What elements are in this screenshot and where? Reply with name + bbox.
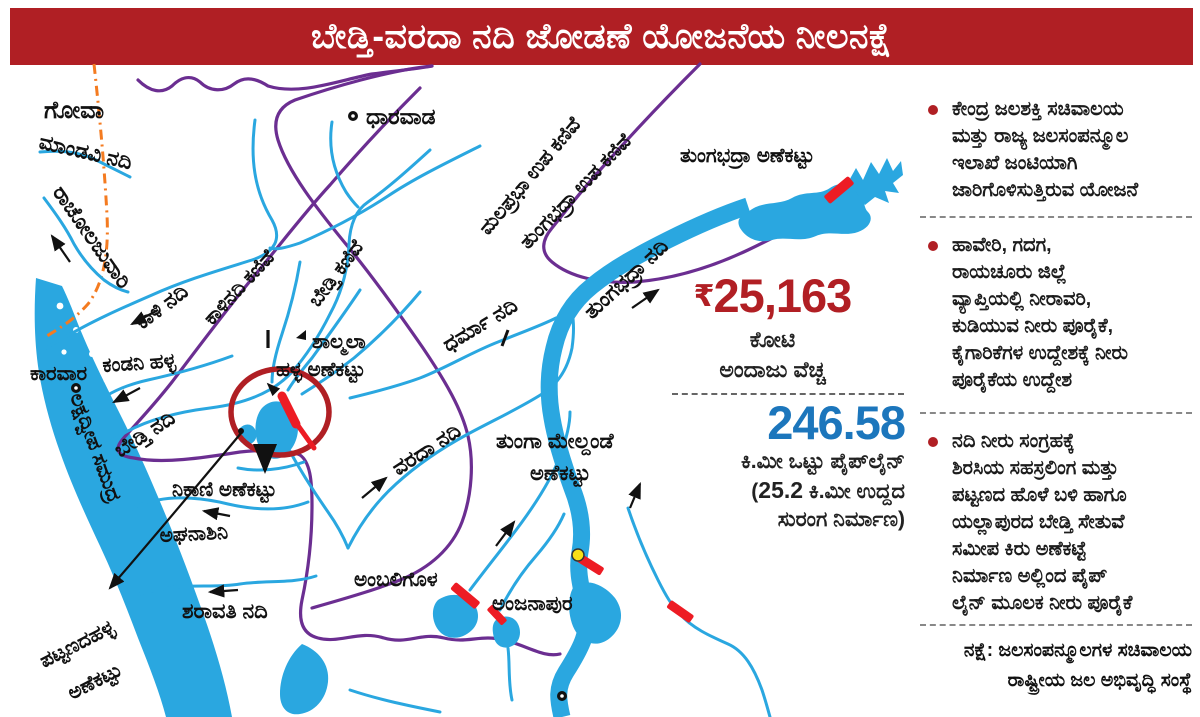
label-shalmala-2: ಹಳ್ಳ ಅಣೆಕಟ್ಟು: [276, 359, 365, 384]
estuary-blob: [280, 644, 329, 715]
bullet-item-2: ಹಾವೇರಿ, ಗದಗ, ರಾಯಚೂರು ಜಿಲ್ಲೆ ವ್ಯಾಪ್ತಿಯಲ್ಲ…: [922, 232, 1128, 394]
pipeline-line1: ಕಿ.ಮೀ ಒಟ್ಟು ಪೈಪ್‌ಲೈನ್: [740, 450, 905, 473]
bullet-dot: [928, 241, 938, 251]
label-dharma: ಧರ್ಮಾ ನದಿ: [439, 294, 522, 357]
highlight-circle: [228, 366, 332, 458]
shalmala-pointer: [296, 330, 306, 340]
bullet-dot: [928, 105, 938, 115]
rupee-symbol: ₹: [693, 280, 715, 313]
label-dharwad: ಧಾರವಾಡ: [366, 104, 436, 129]
bottom-stream: [348, 688, 442, 714]
shalmala-stream-2: [286, 288, 362, 392]
cost-unit: ಕೋಟಿ: [749, 327, 796, 352]
label-mandovi: ಮಾಂಡವಿ ನದಿ: [37, 130, 135, 174]
bedti-river-path: [84, 148, 432, 458]
tick-mark-2: [500, 329, 510, 347]
varada-river-path: [346, 310, 575, 550]
tunga-band-bulge: [569, 582, 622, 644]
dharma-river-path: [348, 316, 558, 400]
bedti-dharwad-branch: [329, 120, 360, 209]
bullet-3-text: ನದಿ ನೀರು ಸಂಗ್ರಹಕ್ಕೆ ಶಿರಸಿಯ ಸಹಸ್ರಲಿಂಗ ಮತ್…: [952, 430, 1133, 614]
ambaligola-dam-marker: [450, 582, 480, 609]
anjanapura-stream: [498, 512, 566, 612]
label-tunga-meldande-2: ಅಣೆಕಟ್ಟು: [530, 462, 590, 488]
pipeline-line3: ಸುರಂಗ ನಿರ್ಮಾಣ): [777, 508, 905, 531]
label-anjanapura: ಅಂಜನಾಪುರ: [492, 593, 573, 615]
bullet-2-text: ಹಾವೇರಿ, ಗದಗ, ರಾಯಚೂರು ಜಿಲ್ಲೆ ವ್ಯಾಪ್ತಿಯಲ್ಲ…: [952, 234, 1128, 391]
bullet-1-text: ಕೇಂದ್ರ ಜಲಶಕ್ತಿ ಸಚಿವಾಲಯ ಮತ್ತು ರಾಜ್ಯ ಜಲಸಂಪ…: [952, 98, 1139, 201]
ambaligola-stream: [468, 410, 572, 592]
panel-divider-1: [920, 216, 1192, 218]
pipeline-value: 246.58: [767, 396, 906, 449]
label-goa: ಗೋವಾ: [44, 97, 104, 124]
pipeline-line2: (25.2 ಕಿ.ಮೀ ಉದ್ದದ: [751, 477, 905, 503]
anjanapura-reservoir: [492, 616, 520, 648]
credit-line-1: ನಕ್ಷೆ: ಜಲಸಂಪನ್ಮೂಲಗಳ ಸಚಿವಾಲಯ: [963, 640, 1192, 661]
lakshadweep-sea-fill: [34, 278, 232, 717]
pipeline-stat: 246.58 ಕಿ.ಮೀ ಒಟ್ಟು ಪೈಪ್‌ಲೈನ್ (25.2 ಕಿ.ಮೀ…: [645, 396, 906, 534]
label-tungabhadra-upa: ತುಂಗಭದ್ರಾ ಉಪ ಕಣಿವೆ: [516, 129, 639, 255]
label-tb-anekattu: ತುಂಗಭದ್ರಾ ಅಣೆಕಟ್ಟು: [680, 145, 814, 170]
label-nikani: ನಿಕಾಣಿ ಅಣೆಕಟ್ಟು: [172, 479, 277, 504]
yellow-town-dot: [571, 548, 585, 562]
tungabhadra-reservoir-head: [846, 158, 903, 205]
se-dam-marker: [667, 600, 694, 623]
ambaligola-reservoir: [432, 594, 478, 638]
aghanashini-branch: [236, 460, 306, 472]
proposed-dam-tail: [291, 417, 317, 451]
aghanashini-river-path: [128, 496, 310, 512]
cost-value: ₹25,163: [693, 269, 853, 322]
credit-line-2: ರಾಷ್ಟ್ರೀಯ ಜಲ ಅಭಿವೃದ್ಧಿ ಸಂಸ್ಥೆ: [1007, 670, 1192, 691]
cost-caption: ಅಂದಾಜು ವೆಚ್ಚ: [719, 357, 826, 382]
mandovi-river-path: [38, 149, 132, 179]
label-tunga-meldande-1: ತುಂಗಾ ಮೇಲ್ದಂಡೆ: [496, 430, 615, 456]
circle-outlet-stream: [286, 446, 350, 550]
label-sharavati: ಶರಾವತಿ ನದಿ: [182, 600, 268, 623]
river-map: ಗೋವಾ ಮಾಂಡವಿ ನದಿ ರಾಚೋಲಜುವಾರಿ ಧಾರವಾಡ ಕಾಳಿ …: [30, 62, 903, 717]
kali-branch-path: [268, 144, 482, 251]
page-title: ಬೇಡ್ತಿ-ವರದಾ ನದಿ ಜೋಡಣೆ ಯೋಜನೆಯ ನೀಲನಕ್ಷೆ: [10, 8, 1193, 65]
label-kalinadi-kanive: ಕಾಳಿನದಿ ಕಣಿವೆ: [200, 245, 281, 329]
tunga-dam-marker: [576, 554, 604, 576]
label-aghanashini: ಅಘನಾಶಿನಿ: [159, 521, 229, 547]
se-river-path: [626, 506, 772, 717]
label-pattana-2: ಅಣೆಕಟ್ಟು: [64, 659, 127, 707]
bullet-item-1: ಕೇಂದ್ರ ಜಲಶಕ್ತಿ ಸಚಿವಾಲಯ ಮತ್ತು ರಾಜ್ಯ ಜಲಸಂಪ…: [922, 96, 1138, 204]
stats-divider: [672, 393, 904, 395]
bullet-item-3: ನದಿ ನೀರು ಸಂಗ್ರಹಕ್ಕೆ ಶಿರಸಿಯ ಸಹಸ್ರಲಿಂಗ ಮತ್…: [922, 428, 1132, 617]
tungabhadra-reservoir: [738, 183, 871, 242]
kali-river-path: [44, 118, 278, 350]
bullet-dot: [928, 437, 938, 447]
label-kali-nadi: ಕಾಳಿ ನದಿ: [131, 280, 193, 334]
small-junction-dot: [238, 428, 244, 434]
panel-divider-3: [920, 624, 1192, 626]
anjanapura-dam-marker: [487, 605, 507, 625]
panel-divider-2: [920, 412, 1192, 414]
tungabhadra-dam-marker: [824, 176, 854, 204]
goa-border-line: [46, 63, 109, 338]
label-karwar: ಕಾರವಾರ: [30, 363, 88, 385]
label-rachol: ರಾಚೋಲಜುವಾರಿ: [48, 182, 135, 293]
label-varada: ವರದಾ ನದಿ: [388, 419, 465, 480]
river-lines: [38, 118, 772, 717]
dam-markers: [450, 176, 854, 625]
anjanapura-outflow: [506, 646, 514, 702]
label-shalmala-1: ಶಾಲ್ಮಲಾ: [312, 331, 366, 356]
rachol-river-path: [42, 196, 130, 294]
map-credit: ನಕ್ಷೆ: ಜಲಸಂಪನ್ಮೂಲಗಳ ಸಚಿವಾಲಯ ರಾಷ್ಟ್ರೀಯ ಜಲ…: [900, 636, 1192, 696]
town-dots: [71, 111, 585, 701]
pattanadahalla-pointer-arrow: [108, 431, 243, 590]
cost-stat: ₹25,163 ಕೋಟಿ ಅಂದಾಜು ವೆಚ್ಚ: [655, 272, 890, 383]
label-ambaligola: ಅಂಬಲಿಗೊಳ: [354, 569, 438, 591]
flow-arrows: [50, 234, 660, 598]
